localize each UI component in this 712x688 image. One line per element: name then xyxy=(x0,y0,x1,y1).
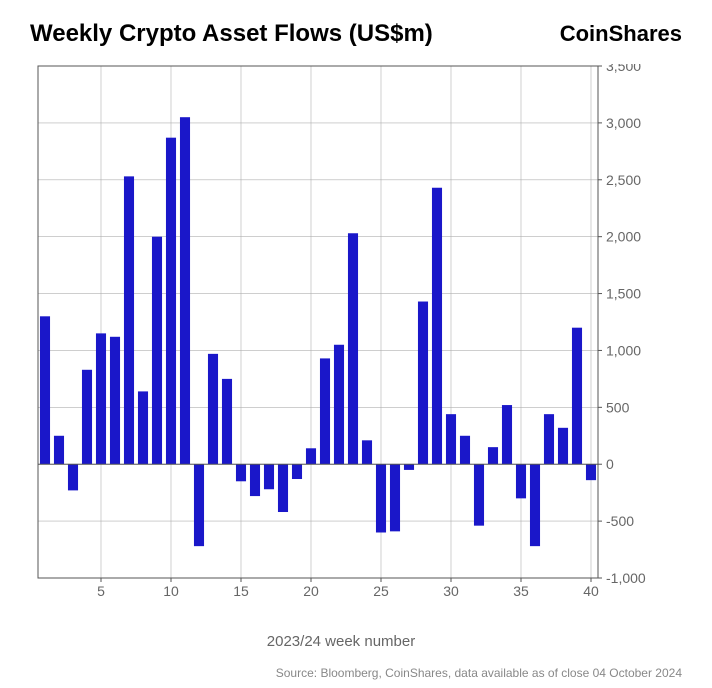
bar xyxy=(110,337,120,464)
bar xyxy=(390,464,400,531)
bar xyxy=(362,440,372,464)
y-tick-label: -1,000 xyxy=(606,570,646,586)
bar xyxy=(460,436,470,464)
bar xyxy=(446,414,456,464)
bar xyxy=(516,464,526,498)
bar xyxy=(152,237,162,465)
x-axis-label: 2023/24 week number xyxy=(36,633,646,650)
bar xyxy=(376,464,386,532)
bar xyxy=(68,464,78,490)
y-tick-label: 500 xyxy=(606,399,630,415)
y-tick-label: 1,000 xyxy=(606,342,641,358)
brand-logo: CoinShares xyxy=(560,21,682,47)
bar xyxy=(334,345,344,464)
bar xyxy=(544,414,554,464)
source-text: Source: Bloomberg, CoinShares, data avai… xyxy=(276,666,682,680)
bar xyxy=(138,391,148,464)
bar xyxy=(586,464,596,480)
bar-chart: -1,000 -500 0 500 1,000 1,500 2,000 2,500 3,000 3… xyxy=(36,64,646,604)
x-tick-label: 35 xyxy=(513,583,529,599)
bar xyxy=(502,405,512,464)
x-tick-label: 40 xyxy=(583,583,599,599)
y-tick-label: 3,000 xyxy=(606,115,641,131)
x-tick-label: 25 xyxy=(373,583,389,599)
bar xyxy=(404,464,414,470)
bar xyxy=(348,233,358,464)
bar xyxy=(278,464,288,512)
bar xyxy=(208,354,218,464)
bar xyxy=(180,117,190,464)
chart-area: -1,000 -500 0 500 1,000 1,500 2,000 2,500 3,000 3… xyxy=(36,64,646,604)
x-tick-label: 15 xyxy=(233,583,249,599)
bar xyxy=(320,358,330,464)
bar xyxy=(236,464,246,481)
y-tick-label: 2,500 xyxy=(606,172,641,188)
bar xyxy=(558,428,568,464)
bar xyxy=(194,464,204,546)
plot-border xyxy=(38,66,598,578)
x-tick-label: 10 xyxy=(163,583,179,599)
y-tick-label: 1,500 xyxy=(606,286,641,302)
bar xyxy=(96,333,106,464)
bar xyxy=(264,464,274,489)
y-tick-label: -500 xyxy=(606,513,634,529)
bar xyxy=(40,316,50,464)
chart-header: Weekly Crypto Asset Flows (US$m) CoinSha… xyxy=(0,0,712,58)
x-tick-label: 5 xyxy=(97,583,105,599)
x-tick-label: 20 xyxy=(303,583,319,599)
y-tick-label: 2,000 xyxy=(606,229,641,245)
y-tick-label: 3,500 xyxy=(606,64,641,74)
bar xyxy=(166,138,176,465)
bar xyxy=(54,436,64,464)
x-tick-label: 30 xyxy=(443,583,459,599)
bar xyxy=(82,370,92,464)
bar xyxy=(124,176,134,464)
y-tick-label: 0 xyxy=(606,456,614,472)
bar xyxy=(432,188,442,464)
bar xyxy=(222,379,232,464)
bar xyxy=(306,448,316,464)
bar xyxy=(418,302,428,465)
bar xyxy=(250,464,260,496)
bar xyxy=(474,464,484,525)
bar xyxy=(292,464,302,479)
bar xyxy=(572,328,582,465)
chart-title: Weekly Crypto Asset Flows (US$m) xyxy=(30,20,433,48)
bar xyxy=(488,447,498,464)
bar xyxy=(530,464,540,546)
